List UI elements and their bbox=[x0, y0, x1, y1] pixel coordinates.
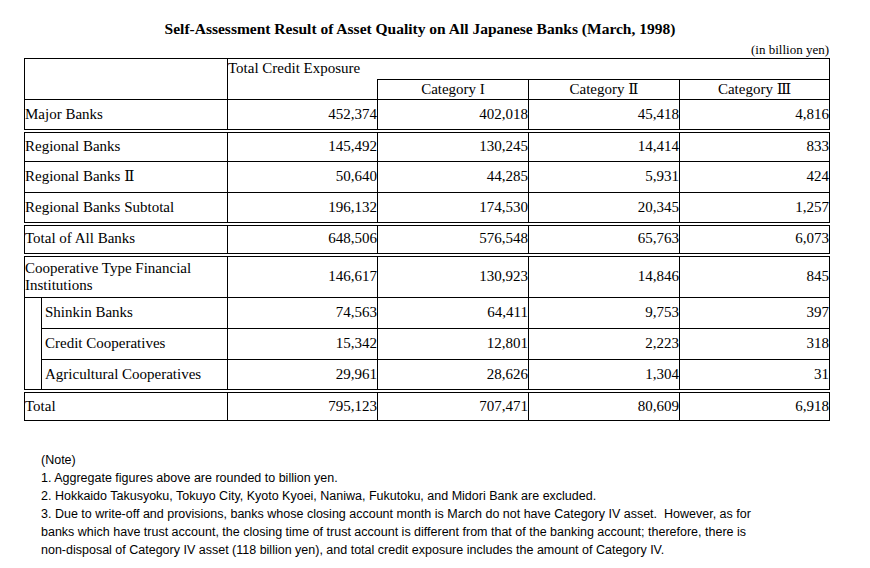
cell-total-credit-exposure: 145,492 bbox=[228, 131, 378, 162]
unit-label: (in billion yen) bbox=[751, 42, 829, 58]
cell-category-3: 833 bbox=[680, 131, 830, 162]
cell-category-2: 5,931 bbox=[529, 162, 680, 193]
cell-total-credit-exposure: 15,342 bbox=[228, 329, 378, 360]
cell-category-2: 2,223 bbox=[529, 329, 680, 360]
cell-category-1: 402,018 bbox=[378, 100, 529, 131]
cell-category-3: 424 bbox=[680, 162, 830, 193]
table-row-regional-banks-subtotal: Regional Banks Subtotal 196,132 174,530 … bbox=[25, 193, 830, 224]
cell-category-2: 65,763 bbox=[529, 224, 680, 255]
cell-category-1: 12,801 bbox=[378, 329, 529, 360]
cell-total-credit-exposure: 196,132 bbox=[228, 193, 378, 224]
header-row-1: Total Credit Exposure bbox=[25, 59, 830, 80]
row-label: Major Banks bbox=[25, 100, 228, 131]
note-heading: (Note) bbox=[41, 451, 751, 469]
cell-category-1: 28,626 bbox=[378, 360, 529, 391]
table-row-regional-banks-2: Regional Banks Ⅱ 50,640 44,285 5,931 424 bbox=[25, 162, 830, 193]
note-line-4: banks which have trust account, the clos… bbox=[41, 523, 751, 541]
cell-category-1: 64,411 bbox=[378, 298, 529, 329]
col-header-category-1: Category I bbox=[378, 80, 529, 100]
cell-category-2: 14,846 bbox=[529, 255, 680, 298]
cell-category-1: 707,471 bbox=[378, 391, 529, 421]
cell-category-2: 20,345 bbox=[529, 193, 680, 224]
cell-total-credit-exposure: 452,374 bbox=[228, 100, 378, 131]
cell-total-credit-exposure: 74,563 bbox=[228, 298, 378, 329]
cell-category-3: 397 bbox=[680, 298, 830, 329]
header-spacer-cell bbox=[228, 80, 378, 100]
cell-category-2: 80,609 bbox=[529, 391, 680, 421]
cell-total-credit-exposure: 648,506 bbox=[228, 224, 378, 255]
table-row-regional-banks: Regional Banks 145,492 130,245 14,414 83… bbox=[25, 131, 830, 162]
row-label: Total bbox=[25, 391, 228, 421]
asset-quality-table: Total Credit Exposure Category I Categor… bbox=[24, 58, 830, 421]
row-label: Shinkin Banks bbox=[42, 298, 228, 329]
cell-category-3: 1,257 bbox=[680, 193, 830, 224]
cell-category-3: 845 bbox=[680, 255, 830, 298]
row-label: Total of All Banks bbox=[25, 224, 228, 255]
cell-category-1: 576,548 bbox=[378, 224, 529, 255]
cell-total-credit-exposure: 146,617 bbox=[228, 255, 378, 298]
cell-category-1: 174,530 bbox=[378, 193, 529, 224]
cell-category-1: 130,923 bbox=[378, 255, 529, 298]
row-label: Credit Cooperatives bbox=[42, 329, 228, 360]
cell-category-3: 318 bbox=[680, 329, 830, 360]
row-label: Regional Banks Subtotal bbox=[25, 193, 228, 224]
row-label: Cooperative Type Financial Institutions bbox=[25, 255, 228, 298]
cell-category-2: 14,414 bbox=[529, 131, 680, 162]
row-label: Agricultural Cooperatives bbox=[42, 360, 228, 391]
indent-gutter bbox=[25, 298, 42, 391]
table-row-shinkin-banks: Shinkin Banks 74,563 64,411 9,753 397 bbox=[25, 298, 830, 329]
cell-total-credit-exposure: 50,640 bbox=[228, 162, 378, 193]
table-row-cooperative-type: Cooperative Type Financial Institutions … bbox=[25, 255, 830, 298]
cell-category-3: 6,918 bbox=[680, 391, 830, 421]
notes-section: (Note) 1. Aggregate figures above are ro… bbox=[41, 451, 751, 559]
table-row-total-all-banks: Total of All Banks 648,506 576,548 65,76… bbox=[25, 224, 830, 255]
corner-cell bbox=[25, 59, 228, 100]
row-label: Regional Banks bbox=[25, 131, 228, 162]
cell-category-1: 44,285 bbox=[378, 162, 529, 193]
col-header-total-credit-exposure: Total Credit Exposure bbox=[228, 59, 830, 80]
col-header-category-2: Category Ⅱ bbox=[529, 80, 680, 100]
cell-category-2: 9,753 bbox=[529, 298, 680, 329]
note-line-5: non-disposal of Category IV asset (118 b… bbox=[41, 541, 751, 559]
document-page: Self-Assessment Result of Asset Quality … bbox=[0, 0, 870, 568]
page-title: Self-Assessment Result of Asset Quality … bbox=[0, 20, 840, 38]
table-row-total: Total 795,123 707,471 80,609 6,918 bbox=[25, 391, 830, 421]
cell-category-2: 45,418 bbox=[529, 100, 680, 131]
cell-category-2: 1,304 bbox=[529, 360, 680, 391]
cell-category-3: 4,816 bbox=[680, 100, 830, 131]
table-row-agricultural-cooperatives: Agricultural Cooperatives 29,961 28,626 … bbox=[25, 360, 830, 391]
note-line-1: 1. Aggregate figures above are rounded t… bbox=[41, 469, 751, 487]
table-row-major-banks: Major Banks 452,374 402,018 45,418 4,816 bbox=[25, 100, 830, 131]
col-header-category-3: Category Ⅲ bbox=[680, 80, 830, 100]
table-row-credit-cooperatives: Credit Cooperatives 15,342 12,801 2,223 … bbox=[25, 329, 830, 360]
note-line-3: 3. Due to write-off and provisions, bank… bbox=[41, 505, 751, 523]
cell-category-1: 130,245 bbox=[378, 131, 529, 162]
cell-total-credit-exposure: 29,961 bbox=[228, 360, 378, 391]
cell-total-credit-exposure: 795,123 bbox=[228, 391, 378, 421]
cell-category-3: 31 bbox=[680, 360, 830, 391]
note-line-2: 2. Hokkaido Takusyoku, Tokuyo City, Kyot… bbox=[41, 487, 751, 505]
cell-category-3: 6,073 bbox=[680, 224, 830, 255]
row-label: Regional Banks Ⅱ bbox=[25, 162, 228, 193]
